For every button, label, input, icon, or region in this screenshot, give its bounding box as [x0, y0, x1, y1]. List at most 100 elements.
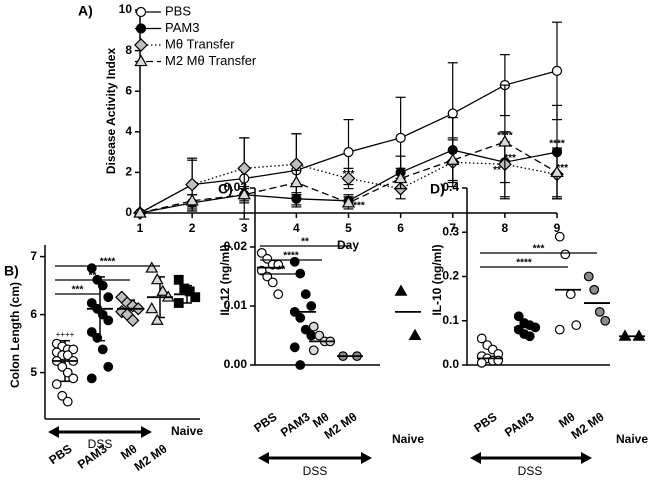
x-tick-label: 5: [345, 221, 352, 235]
x-tick-label: 9: [554, 221, 561, 235]
data-point: [267, 277, 278, 288]
data-point: [476, 357, 487, 368]
data-point: [554, 324, 565, 335]
data-point: [57, 361, 68, 372]
data-point: [524, 331, 535, 342]
panel-label: B): [4, 263, 19, 279]
y-tick-label: 2: [125, 165, 132, 179]
annotation: ****: [549, 139, 565, 150]
significance-label: ****: [100, 257, 116, 268]
data-point: [295, 312, 306, 323]
data-point: [594, 307, 605, 317]
legend-marker: [134, 38, 148, 52]
data-point: [273, 289, 284, 300]
data-point: [395, 132, 406, 143]
y-tick-label: 8: [125, 43, 132, 57]
x-tick-label: 6: [397, 221, 404, 235]
data-point: [394, 284, 408, 296]
data-point: [476, 333, 487, 344]
data-point: [150, 272, 164, 285]
y-tick-label: 0.02: [224, 239, 248, 253]
data-point: [103, 361, 114, 372]
annotation: ****: [497, 131, 513, 142]
annotation: ++++: [56, 330, 75, 339]
data-point: [68, 344, 79, 355]
data-point: [314, 330, 325, 341]
data-point: [550, 165, 564, 178]
data-point: [256, 247, 267, 258]
data-point: [97, 280, 108, 291]
data-point: [589, 284, 600, 295]
significance-label: ****: [516, 258, 532, 269]
legend-marker: [134, 54, 148, 67]
x-tick-label: 1: [137, 221, 144, 235]
data-point: [306, 301, 317, 311]
data-point: [300, 289, 311, 300]
data-point: [262, 253, 273, 264]
data-point: [97, 344, 108, 355]
data-point: [92, 332, 103, 343]
data-point: [62, 396, 73, 407]
data-point: [173, 274, 184, 285]
data-point: [583, 271, 594, 282]
legend-label: PAM3: [165, 20, 199, 35]
data-point: [408, 328, 422, 340]
group-label: DSS: [518, 464, 543, 478]
legend-label: Mθ Transfer: [165, 36, 235, 51]
data-point: [291, 193, 302, 204]
significance-label: ****: [283, 251, 299, 262]
data-point: [184, 286, 195, 297]
data-point: [447, 108, 458, 119]
annotation: ***: [353, 201, 365, 212]
data-point: [571, 320, 582, 331]
data-point: [86, 373, 97, 384]
data-point: [62, 350, 73, 361]
x-tick-label: Naive: [171, 424, 203, 438]
y-tick-label: 0.3: [442, 224, 459, 238]
data-point: [237, 187, 251, 200]
data-point: [341, 195, 356, 208]
y-axis-label: IL-10 (ng/ml): [430, 244, 444, 315]
x-tick-label: M2 Mθ: [132, 442, 170, 474]
y-axis-label: Colon Length (cm): [8, 282, 22, 388]
data-point: [103, 292, 114, 303]
data-point: [51, 379, 62, 390]
y-tick-label: 0.1: [442, 313, 459, 327]
data-point: [600, 315, 611, 326]
x-tick-label: PAM3: [502, 409, 537, 439]
panel-label: C): [218, 181, 233, 197]
data-point: [498, 134, 512, 147]
data-point: [513, 311, 524, 322]
x-tick-label: PBS: [46, 442, 74, 468]
group-label: DSS: [303, 464, 328, 478]
significance-label: **: [89, 271, 97, 282]
data-point: [551, 65, 563, 77]
legend-marker: [135, 23, 147, 34]
arrow-head: [258, 452, 269, 464]
data-point: [308, 321, 319, 332]
y-tick-label: 6: [125, 83, 132, 97]
data-point: [295, 360, 306, 370]
data-point: [86, 298, 97, 308]
significance-label: ***: [533, 244, 545, 255]
data-point: [289, 342, 300, 353]
x-tick-label: PAM3: [278, 409, 313, 439]
y-tick-label: 0.0: [442, 357, 459, 371]
x-tick-label: Naive: [392, 432, 424, 446]
annotation: ***: [556, 163, 568, 174]
x-tick-label: 7: [449, 221, 456, 235]
data-point: [150, 313, 164, 325]
data-point: [185, 193, 199, 206]
x-tick-label: PBS: [471, 410, 499, 436]
annotation: **: [493, 165, 501, 176]
annotation: ***: [504, 153, 516, 164]
data-point: [446, 153, 460, 165]
x-tick-label: 4: [293, 221, 300, 235]
x-tick-label: 8: [502, 221, 509, 235]
y-tick-label: 0.4: [442, 180, 459, 194]
legend-label: PBS: [165, 3, 191, 18]
y-tick-label: 4: [125, 124, 132, 138]
data-point: [145, 301, 159, 314]
panel-label: A): [78, 3, 93, 19]
data-point: [393, 171, 408, 184]
